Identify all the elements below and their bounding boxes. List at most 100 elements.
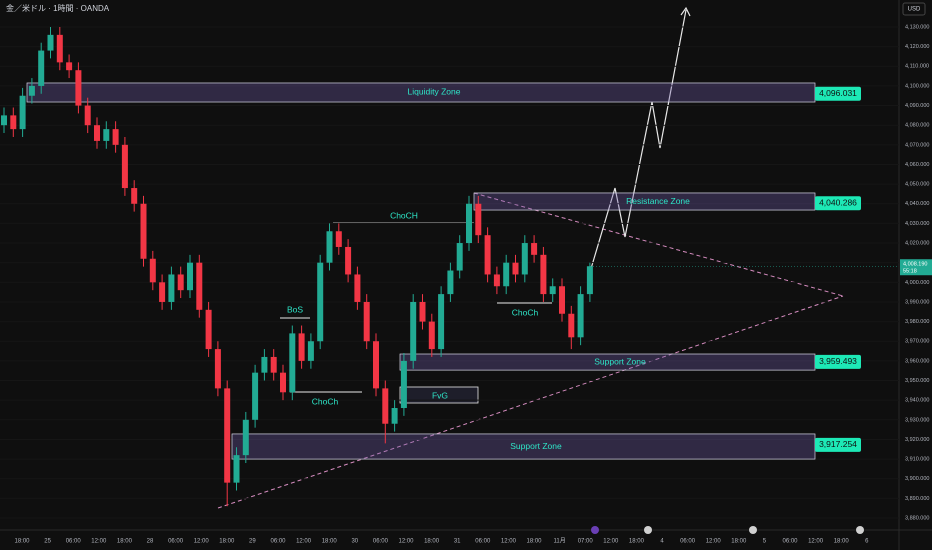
- y-tick-label: 4,000.000: [905, 280, 929, 286]
- candle-body: [233, 455, 240, 483]
- candle-body: [112, 129, 119, 145]
- candle-body: [438, 294, 445, 350]
- candle-body: [456, 243, 463, 271]
- x-tick-label: 18:00: [117, 539, 133, 545]
- y-tick-label: 3,920.000: [905, 437, 929, 443]
- candle-body: [214, 349, 221, 389]
- candle-body: [475, 203, 482, 236]
- y-tick-label: 4,070.000: [905, 142, 929, 148]
- candles: [1, 27, 593, 507]
- y-tick-label: 3,880.000: [905, 515, 929, 521]
- candle-body: [484, 235, 491, 275]
- x-tick-label: 06:00: [270, 539, 286, 545]
- y-tick-label: 3,960.000: [905, 358, 929, 364]
- candle-body: [224, 388, 231, 483]
- candle-body: [280, 372, 286, 393]
- y-tick-label: 3,940.000: [905, 398, 929, 404]
- event-icon: [749, 526, 757, 534]
- grid: [0, 26, 899, 519]
- x-tick-label: 18:00: [14, 539, 30, 545]
- candle-body: [503, 262, 510, 287]
- candle-body: [187, 262, 193, 291]
- y-tick-label: 4,060.000: [905, 162, 929, 168]
- candle-body: [466, 203, 472, 244]
- price-tag-label: 4,040.286: [819, 197, 857, 207]
- x-tick-label: 18:00: [526, 539, 542, 545]
- x-tick-label: 12:00: [398, 539, 414, 545]
- candle-body: [261, 356, 268, 373]
- candle-body: [335, 231, 342, 247]
- candle-body: [577, 294, 584, 338]
- event-icon: [856, 526, 864, 534]
- trendline-support: [217, 295, 844, 509]
- currency-box: [902, 2, 926, 16]
- y-tick-label: 4,110.000: [905, 64, 929, 70]
- zone-label: Resistance Zone: [626, 196, 690, 206]
- y-tick-label: 3,990.000: [905, 299, 929, 305]
- x-tick-label: 18:00: [424, 539, 440, 545]
- y-tick-label: 3,890.000: [905, 496, 929, 502]
- annotation-label: ChoCh: [312, 396, 339, 406]
- candle-body: [38, 50, 45, 86]
- candle-body: [131, 188, 138, 204]
- price-tag-label: 3,959.493: [819, 356, 857, 366]
- candle-body: [540, 254, 547, 295]
- candle-body: [298, 333, 305, 361]
- candle-body: [121, 144, 128, 189]
- x-tick-label: 28: [147, 539, 154, 545]
- candle-body: [242, 419, 249, 456]
- last-price-tag: [900, 259, 932, 276]
- candle-body: [428, 321, 435, 350]
- price-tag: [815, 196, 861, 211]
- price-tag: [815, 86, 861, 101]
- y-tick-label: 4,120.000: [905, 44, 929, 50]
- zone-label: Liquidity Zone: [408, 87, 461, 97]
- y-tick-label: 3,970.000: [905, 339, 929, 345]
- candle-body: [84, 105, 91, 126]
- candle-body: [289, 333, 296, 393]
- layers: [0, 26, 899, 519]
- y-tick-label: 3,930.000: [905, 417, 929, 423]
- event-icon: [591, 526, 599, 534]
- annotation-label: ChoCH: [390, 210, 418, 220]
- candle-body: [270, 356, 277, 373]
- chart-title: 金／米ドル · 1時間 · OANDA: [6, 3, 110, 13]
- x-tick-label: 12:00: [194, 539, 210, 545]
- x-tick-label: 06:00: [66, 539, 82, 545]
- price-tag-label: 4,096.031: [819, 88, 857, 98]
- x-tick-label: 18:00: [731, 539, 747, 545]
- candle-body: [549, 286, 556, 295]
- price-tag: [815, 437, 861, 452]
- x-tick-label: 07:00: [578, 539, 594, 545]
- zone-label: Support Zone: [594, 356, 646, 366]
- y-tick-label: 3,900.000: [905, 476, 929, 482]
- x-tick-label: 06:00: [782, 539, 798, 545]
- candle-body: [521, 243, 528, 275]
- candle-body: [400, 360, 407, 409]
- x-tick-label: 06:00: [475, 539, 491, 545]
- annotation-label: FvG: [432, 390, 448, 400]
- y-tick-label: 3,950.000: [905, 378, 929, 384]
- candle-body: [66, 62, 73, 71]
- candle-body: [205, 309, 212, 350]
- x-tick-label: 12:00: [91, 539, 107, 545]
- x-tick-label: 06:00: [680, 539, 696, 545]
- y-tick-label: 4,130.000: [905, 24, 929, 30]
- x-tick-label: 4: [660, 539, 664, 545]
- y-tick-label: 4,090.000: [905, 103, 929, 109]
- candle-body: [345, 246, 352, 275]
- fvg-box: [399, 386, 479, 404]
- candle-body: [47, 34, 54, 51]
- x-tick-label: 06:00: [373, 539, 389, 545]
- x-tick-label: 18:00: [219, 539, 235, 545]
- x-tick-label: 11月: [553, 538, 565, 545]
- y-tick-label: 4,100.000: [905, 83, 929, 89]
- candle-body: [391, 408, 398, 424]
- candle-body: [354, 274, 361, 302]
- candle-body: [1, 115, 7, 126]
- candle-body: [252, 372, 259, 420]
- footer-icons: [591, 526, 864, 534]
